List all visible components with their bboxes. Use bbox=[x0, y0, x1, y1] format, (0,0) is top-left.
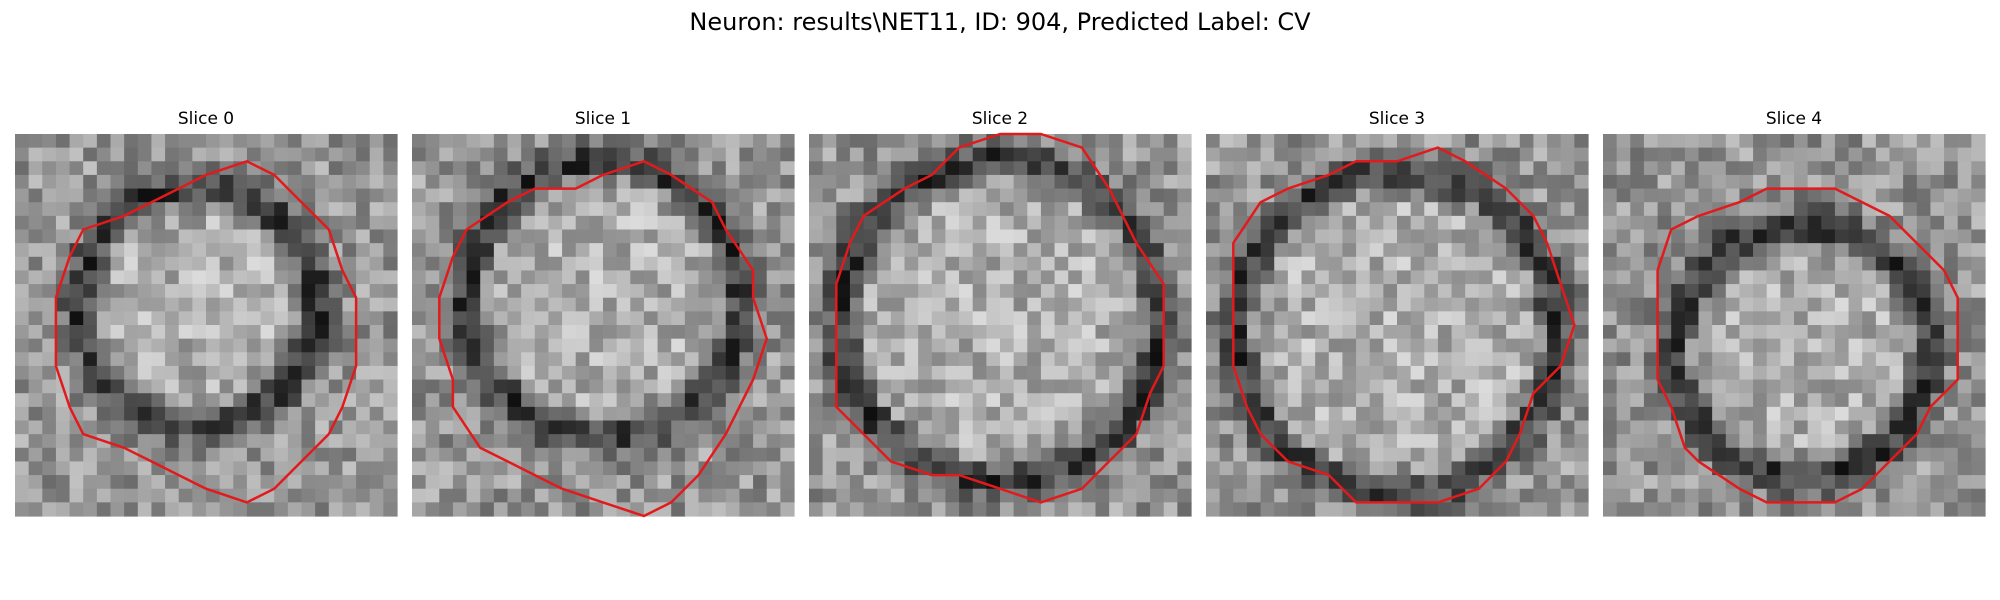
figure-title: Neuron: results\NET11, ID: 904, Predicte… bbox=[689, 8, 1311, 36]
segmentation-contour bbox=[835, 132, 1165, 504]
slice-panel: Slice 4 bbox=[1603, 109, 1986, 517]
slice-title: Slice 1 bbox=[575, 109, 631, 129]
slice-image bbox=[1603, 134, 1986, 517]
slice-panel: Slice 1 bbox=[412, 109, 795, 518]
slice-title: Slice 2 bbox=[972, 109, 1028, 129]
slice-title: Slice 3 bbox=[1369, 109, 1425, 129]
segmentation-contour bbox=[1656, 187, 1959, 504]
slice-title: Slice 4 bbox=[1766, 109, 1822, 129]
slice-image bbox=[809, 134, 1192, 517]
slice-image bbox=[15, 134, 398, 517]
segmentation-contour bbox=[1232, 146, 1576, 504]
panels-layer: Slice 0 Slice 1 Slice 2 Slice 3 Slice 4 bbox=[15, 109, 1986, 518]
slice-panel: Slice 0 bbox=[15, 109, 398, 517]
slice-image bbox=[1206, 134, 1589, 517]
slice-panel: Slice 2 bbox=[809, 109, 1192, 517]
slice-image bbox=[412, 134, 795, 517]
segmentation-contour bbox=[438, 160, 768, 518]
segmentation-contour bbox=[54, 160, 358, 504]
slice-title: Slice 0 bbox=[178, 109, 234, 129]
slice-panel: Slice 3 bbox=[1206, 109, 1589, 517]
